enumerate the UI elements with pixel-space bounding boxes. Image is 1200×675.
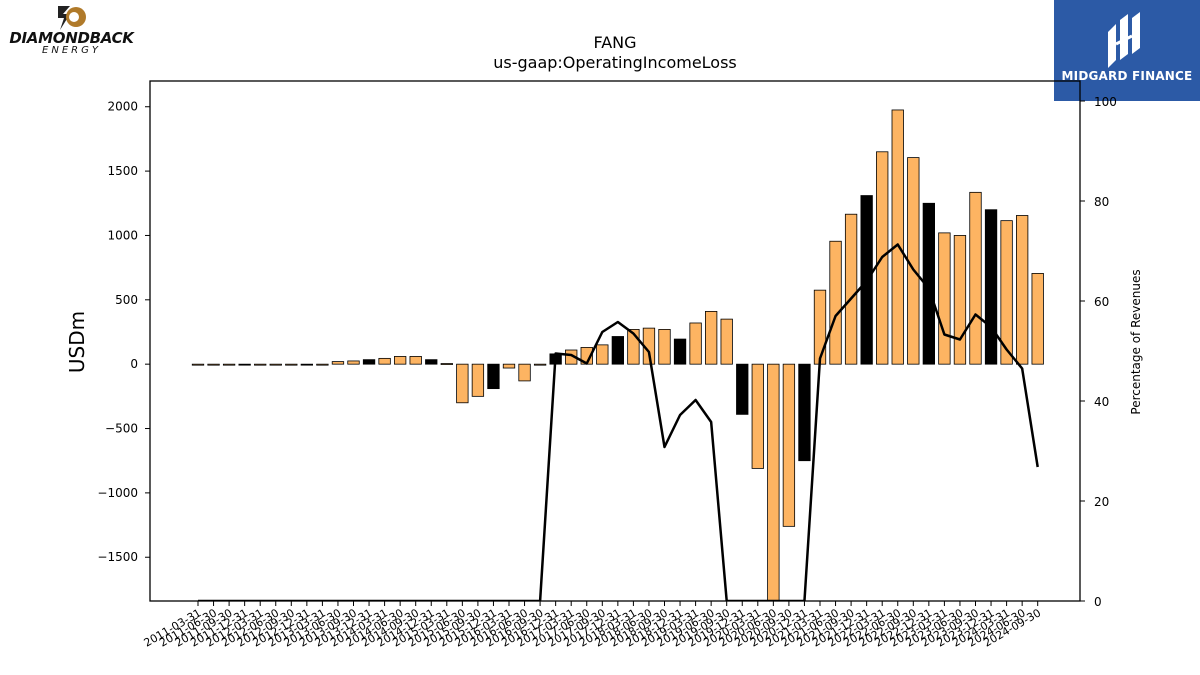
bar-2013-03-31	[316, 363, 329, 366]
bar-2016-06-30	[518, 363, 531, 382]
midgard-finance-logo: MIDGARD FINANCE	[1054, 0, 1200, 101]
bar-2020-03-31	[751, 363, 764, 469]
bar-2015-09-30	[471, 363, 485, 397]
bar-2023-12-31	[984, 209, 998, 365]
bar-2013-12-31	[362, 359, 376, 365]
bar-2019-06-30	[705, 310, 718, 365]
plot-frame	[149, 80, 1081, 602]
y-tick-label: 500	[115, 293, 138, 307]
bar-2021-06-30	[829, 240, 842, 365]
bar-2021-03-31	[813, 289, 827, 365]
bar-2014-12-31	[425, 359, 438, 365]
bar-2018-03-31	[627, 329, 640, 365]
bar-2014-03-31	[378, 357, 391, 365]
bar-2024-09-30	[1031, 273, 1044, 365]
bar-2014-09-30	[409, 356, 422, 365]
diamondback-logo: DIAMONDBACK ENERGY	[4, 4, 139, 56]
diamondback-mark-icon	[58, 6, 86, 30]
bar-2012-06-30	[269, 363, 282, 366]
bar-2021-09-30	[844, 213, 858, 365]
y-tick-label: −500	[105, 422, 138, 436]
bar-2020-12-31	[798, 363, 811, 462]
bar-2011-09-30	[222, 363, 236, 366]
bar-2015-03-31	[440, 363, 453, 365]
plot-area: −1500 −1000 −500 0 500 1000 1500 2000 0 20 40 60 80 1…	[97, 80, 1117, 650]
y-tick-label: 2000	[107, 100, 138, 114]
bar-2020-09-30	[782, 363, 796, 527]
bars-group	[191, 109, 1044, 601]
y-axis-label: USDm	[65, 311, 89, 373]
bar-2013-09-30	[347, 360, 360, 365]
brand-name: MIDGARD FINANCE	[1061, 69, 1193, 83]
y2-tick-label: 80	[1094, 195, 1109, 209]
bar-2012-03-31	[254, 363, 267, 366]
bar-2019-03-31	[689, 322, 702, 365]
bar-2016-09-30	[533, 363, 547, 366]
bar-2023-03-31	[938, 232, 951, 365]
bar-2023-06-30	[953, 235, 967, 365]
bar-2015-06-30	[456, 363, 469, 404]
y-tick-label: 1000	[107, 228, 138, 242]
bar-2022-12-31	[922, 202, 935, 365]
logo-subname: ENERGY	[42, 45, 101, 56]
y2-tick-label: 20	[1094, 495, 1109, 509]
bar-2024-06-30	[1016, 215, 1029, 365]
percentage-line	[198, 243, 1039, 601]
bar-2020-06-30	[767, 363, 780, 601]
bar-2019-09-30	[720, 318, 733, 365]
bar-2015-12-31	[487, 363, 500, 390]
bar-2023-09-30	[969, 191, 982, 365]
bar-2012-09-30	[285, 363, 298, 366]
bar-2013-06-30	[331, 361, 345, 365]
bar-2024-03-31	[1000, 220, 1013, 365]
y-tick-label: 1500	[107, 164, 138, 178]
y2-axis-label: Percentage of Revenues	[1129, 269, 1143, 414]
bar-2016-03-31	[502, 363, 516, 369]
bar-2019-12-31	[736, 363, 749, 415]
bar-2018-09-30	[658, 329, 671, 365]
y2-tick-label: 0	[1094, 595, 1102, 609]
bar-2017-12-31	[611, 336, 624, 365]
bar-2018-12-31	[673, 338, 687, 365]
midgard-emblem-icon	[1108, 12, 1140, 68]
chart-subtitle: us-gaap:OperatingIncomeLoss	[493, 53, 737, 72]
chart-title: FANG	[593, 33, 636, 52]
y2-tick-label: 40	[1094, 395, 1109, 409]
bar-2012-12-31	[300, 363, 314, 366]
bar-2011-12-31	[238, 363, 251, 366]
bar-2017-09-30	[596, 344, 609, 365]
bar-2011-03-31	[191, 363, 205, 366]
bar-2011-06-30	[207, 363, 220, 366]
logo-name: DIAMONDBACK	[9, 29, 134, 47]
bar-2014-06-30	[393, 356, 407, 365]
y2-tick-label: 60	[1094, 295, 1109, 309]
bar-2022-06-30	[891, 109, 904, 365]
y-tick-label: −1500	[97, 550, 138, 564]
y2-tick-label: 100	[1094, 95, 1117, 109]
y-tick-label: −1000	[97, 486, 138, 500]
y-tick-label: 0	[130, 357, 138, 371]
